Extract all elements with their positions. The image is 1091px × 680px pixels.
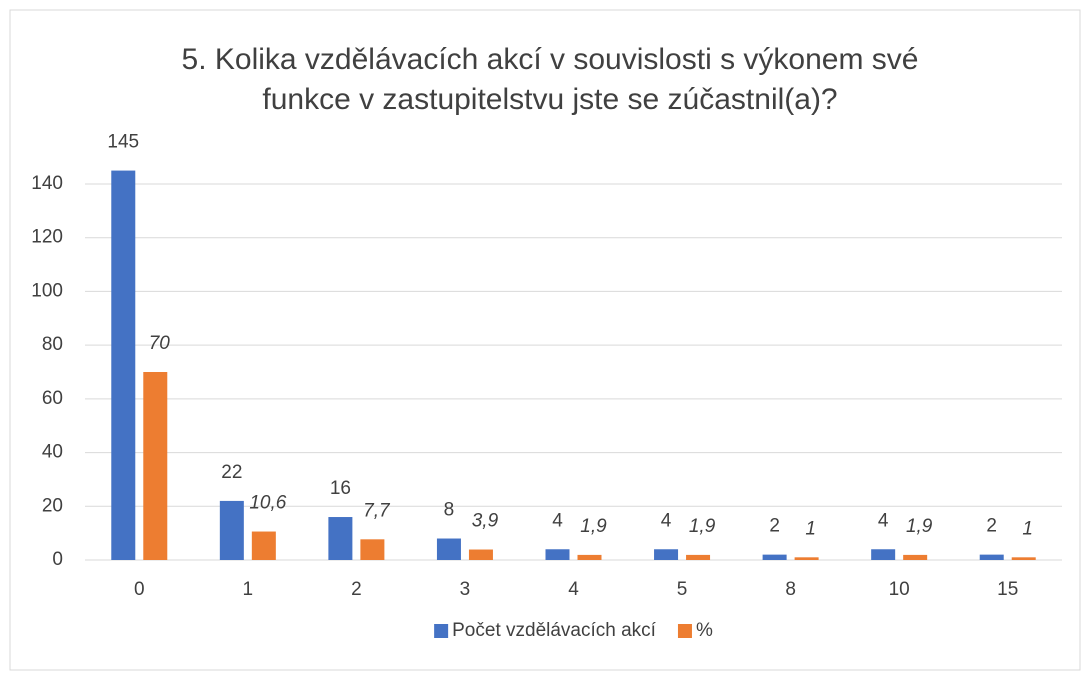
bar [143,372,168,560]
x-tick-label: 0 [134,579,145,600]
bar [871,549,896,560]
data-label: 145 [107,132,139,153]
legend-swatch [434,624,449,638]
data-label: 1,9 [689,516,716,537]
data-label: 1 [805,518,816,539]
data-label: 8 [444,500,455,521]
data-label: 7,7 [363,500,391,521]
bar [111,170,136,561]
y-tick-label: 100 [31,280,63,301]
data-label: 4 [661,510,672,531]
bar [360,539,385,560]
bar [979,554,1004,560]
data-label: 16 [330,478,351,499]
y-tick-label: 60 [42,388,63,409]
data-label: 1 [1022,518,1033,539]
bar [436,538,461,560]
bar [251,531,276,560]
legend-label: Počet vzdělávacích akcí [452,620,657,641]
legend-item: % [677,620,713,641]
chart-title: 5. Kolika vzdělávacích akcí v souvislost… [181,43,919,116]
bar [577,554,602,560]
bar [219,500,244,560]
data-label: 70 [149,333,171,354]
x-tick-label: 10 [889,579,910,600]
x-tick-label: 8 [785,579,796,600]
data-label: 1,9 [580,516,607,537]
x-tick-label: 4 [568,579,579,600]
data-label: 2 [769,516,780,537]
y-tick-label: 0 [52,549,63,570]
data-label: 4 [552,510,563,531]
bar [654,549,679,560]
legend-item: Počet vzdělávacích akcí [434,620,657,641]
x-tick-label: 15 [997,579,1018,600]
data-label: 2 [986,516,997,537]
data-label: 1,9 [906,516,933,537]
bar [468,549,493,560]
bar [794,557,819,560]
bar [686,554,711,560]
bar [1011,557,1036,560]
y-tick-label: 40 [42,442,63,463]
x-tick-label: 1 [243,579,254,600]
y-tick-label: 80 [42,334,63,355]
bar [328,517,353,560]
x-tick-label: 2 [351,579,362,600]
bar [762,554,787,560]
x-tick-label: 3 [460,579,471,600]
bar [545,549,570,560]
x-tick-label: 5 [677,579,688,600]
y-tick-label: 120 [31,227,63,248]
bar [903,554,928,560]
y-tick-label: 140 [31,173,63,194]
data-label: 22 [221,462,242,483]
data-label: 4 [878,510,889,531]
legend-swatch [677,624,692,638]
data-label: 3,9 [472,511,499,532]
legend-label: % [696,620,713,641]
y-tick-label: 20 [42,495,63,516]
data-label: 10,6 [249,493,286,514]
